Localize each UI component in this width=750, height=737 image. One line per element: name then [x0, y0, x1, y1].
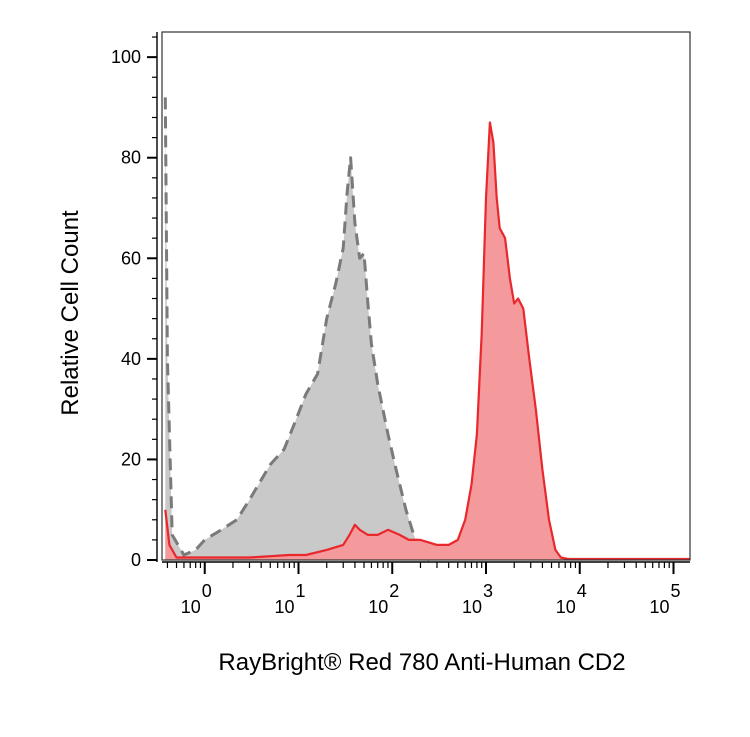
x-tick-label-exponent: 0 — [202, 581, 212, 601]
x-tick-label-exponent: 4 — [577, 581, 587, 601]
x-tick-label: 10 — [556, 597, 576, 617]
x-tick-label-exponent: 2 — [389, 581, 399, 601]
series-0-fill — [165, 97, 430, 561]
y-tick-label: 40 — [121, 349, 141, 369]
x-tick-label: 10 — [462, 597, 482, 617]
x-tick-label-exponent: 3 — [483, 581, 493, 601]
x-tick-label: 10 — [181, 597, 201, 617]
plot-frame — [161, 31, 691, 561]
series-1-line — [164, 121, 690, 561]
y-tick-label: 80 — [121, 148, 141, 168]
series-areas — [163, 97, 691, 562]
x-axis-title: RayBright® Red 780 Anti-Human CD2 — [218, 649, 625, 676]
y-tick-label: 20 — [121, 449, 141, 469]
series-1-fill — [165, 122, 691, 560]
y-axis-title: Relative Cell Count — [57, 210, 84, 416]
y-tick-label: 0 — [131, 550, 141, 570]
x-tick-label-exponent: 1 — [295, 581, 305, 601]
y-tick-label: 100 — [111, 47, 141, 67]
y-tick-label: 60 — [121, 248, 141, 268]
x-tick-label: 10 — [368, 597, 388, 617]
x-tick-label-exponent: 5 — [670, 581, 680, 601]
x-tick-label: 10 — [649, 597, 669, 617]
series-0-line — [163, 97, 431, 562]
x-tick-label: 10 — [274, 597, 294, 617]
